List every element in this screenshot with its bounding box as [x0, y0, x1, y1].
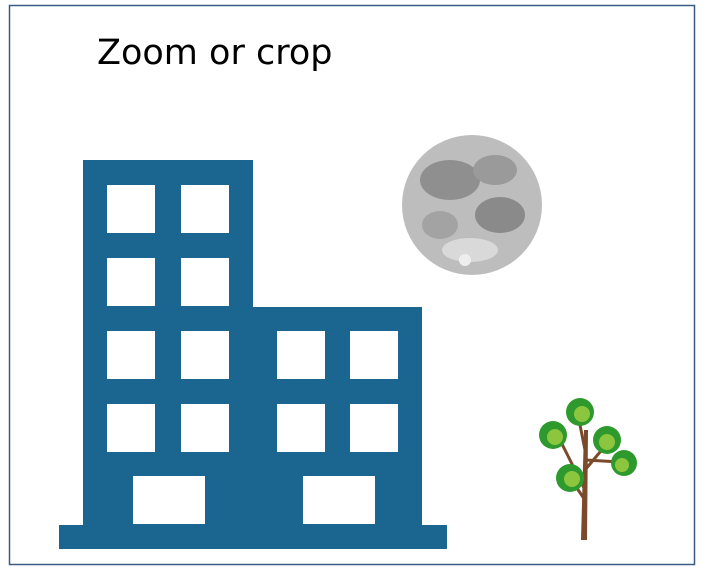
slide: Zoom or crop	[0, 0, 705, 567]
page: Zoom or crop (	[0, 0, 705, 567]
title: Zoom or crop	[97, 33, 332, 73]
moon	[402, 135, 542, 275]
